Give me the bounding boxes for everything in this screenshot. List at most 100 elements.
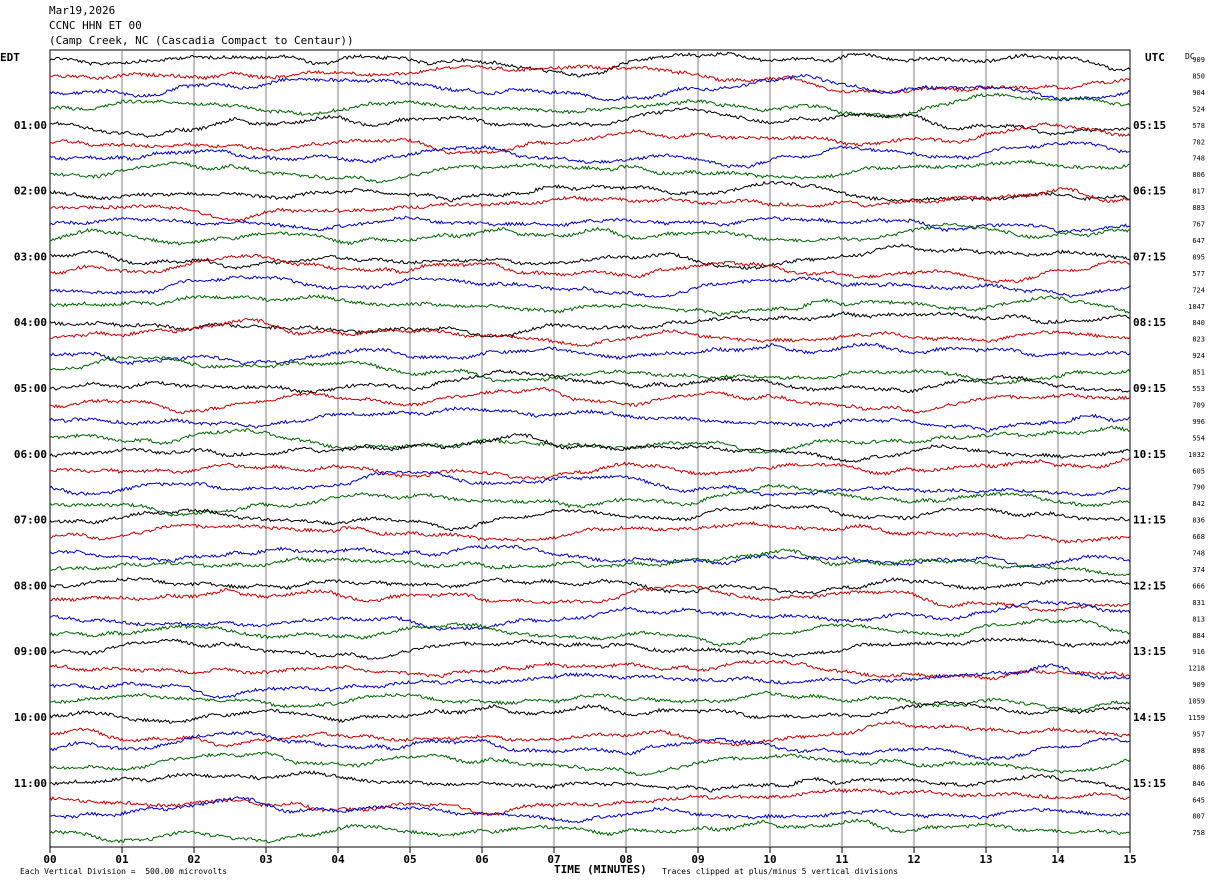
x-tick-label: 09 xyxy=(691,853,704,866)
seismic-trace xyxy=(49,355,1131,386)
utc-hour-label: 10:15 xyxy=(1133,448,1166,461)
dc-offset-label: 709 xyxy=(1192,401,1205,409)
edt-hour-label: 06:00 xyxy=(14,448,47,461)
clip-note: Traces clipped at plus/minus 5 vertical … xyxy=(662,867,899,876)
utc-hour-label: 14:15 xyxy=(1133,711,1166,724)
edt-hour-label: 07:00 xyxy=(14,514,47,527)
dc-offset-label: 647 xyxy=(1192,237,1205,245)
dc-offset-label: 895 xyxy=(1192,253,1205,261)
edt-hour-label: 04:00 xyxy=(14,316,47,329)
seismic-trace xyxy=(49,796,1131,824)
utc-hour-label: 06:15 xyxy=(1133,185,1166,198)
dc-offset-label: 605 xyxy=(1192,467,1205,475)
dc-label: DC xyxy=(1185,52,1195,61)
dc-offset-label: 846 xyxy=(1192,780,1205,788)
x-tick-label: 05 xyxy=(403,853,416,866)
seismic-trace xyxy=(49,751,1131,777)
dc-offset-label: 883 xyxy=(1192,204,1205,212)
dc-offset-label: 831 xyxy=(1192,599,1205,607)
dc-offset-label: 668 xyxy=(1192,533,1205,541)
seismic-trace xyxy=(49,637,1131,660)
dc-offset-label: 806 xyxy=(1192,171,1205,179)
dc-offset-label: 842 xyxy=(1192,500,1205,508)
x-tick-label: 12 xyxy=(907,853,920,866)
dc-offset-label: 767 xyxy=(1192,221,1205,229)
utc-hour-label: 13:15 xyxy=(1133,645,1166,658)
utc-hour-label: 12:15 xyxy=(1133,579,1166,592)
dc-offset-label: 909 xyxy=(1192,681,1205,689)
x-tick-label: 15 xyxy=(1123,853,1136,866)
x-tick-label: 07 xyxy=(547,853,560,866)
seismic-trace xyxy=(49,818,1131,844)
dc-offset-label: 904 xyxy=(1192,89,1205,97)
header-date: Mar19,2026 xyxy=(49,4,116,17)
seismic-trace xyxy=(49,186,1131,222)
seismic-trace xyxy=(49,92,1131,119)
edt-hour-label: 11:00 xyxy=(14,777,47,790)
dc-offset-label: 836 xyxy=(1192,517,1205,525)
seismic-trace xyxy=(49,51,1131,78)
dc-offset-label: 1159 xyxy=(1188,714,1205,722)
edt-hour-label: 10:00 xyxy=(14,711,47,724)
dc-offset-label: 554 xyxy=(1192,434,1205,442)
utc-axis-label: UTC xyxy=(1145,51,1165,64)
x-axis-title: TIME (MINUTES) xyxy=(554,863,647,876)
x-tick-label: 00 xyxy=(43,853,56,866)
dc-offset-label: 886 xyxy=(1192,763,1205,771)
x-tick-label: 01 xyxy=(115,853,129,866)
dc-offset-label: 851 xyxy=(1192,369,1205,377)
seismic-trace xyxy=(49,663,1131,699)
dc-offset-label: 524 xyxy=(1192,105,1205,113)
edt-axis-label: EDT xyxy=(0,51,20,64)
seismic-trace xyxy=(49,690,1131,712)
dc-offset-label: 748 xyxy=(1192,550,1205,558)
x-tick-label: 06 xyxy=(475,853,489,866)
seismic-trace xyxy=(49,275,1131,298)
seismic-trace xyxy=(49,730,1131,761)
seismic-trace xyxy=(49,141,1131,169)
seismic-trace xyxy=(49,342,1131,366)
x-tick-label: 02 xyxy=(187,853,200,866)
utc-hour-label: 09:15 xyxy=(1133,382,1166,395)
edt-hour-label: 09:00 xyxy=(14,645,47,658)
utc-hour-label: 07:15 xyxy=(1133,250,1166,263)
seismic-trace xyxy=(49,317,1131,347)
seismic-trace xyxy=(49,222,1131,246)
dc-offset-label: 884 xyxy=(1192,632,1205,640)
dc-offset-label: 813 xyxy=(1192,615,1205,623)
utc-hour-label: 11:15 xyxy=(1133,514,1166,527)
dc-offset-label: 1059 xyxy=(1188,698,1205,706)
x-tick-label: 13 xyxy=(979,853,992,866)
seismic-trace xyxy=(49,369,1131,395)
seismic-trace xyxy=(49,504,1131,532)
dc-offset-label: 996 xyxy=(1192,418,1205,426)
seismic-trace xyxy=(49,243,1131,270)
dc-offset-label: 577 xyxy=(1192,270,1205,278)
dc-offset-label: 807 xyxy=(1192,813,1205,821)
seismic-trace xyxy=(49,470,1131,497)
utc-hour-label: 15:15 xyxy=(1133,777,1166,790)
x-tick-label: 11 xyxy=(835,853,849,866)
dc-offset-label: 1032 xyxy=(1188,451,1205,459)
utc-hour-label: 08:15 xyxy=(1133,316,1166,329)
dc-offset-label: 1047 xyxy=(1188,303,1205,311)
seismic-trace xyxy=(49,425,1131,454)
seismic-trace xyxy=(49,159,1131,184)
dc-offset-label: 724 xyxy=(1192,286,1205,294)
seismic-trace xyxy=(49,544,1131,568)
dc-offset-label: 957 xyxy=(1192,730,1205,738)
seismic-trace xyxy=(49,121,1131,155)
dc-offset-label: 823 xyxy=(1192,336,1205,344)
seismic-trace xyxy=(49,787,1131,817)
edt-hour-label: 05:00 xyxy=(14,382,47,395)
x-tick-label: 14 xyxy=(1051,853,1065,866)
seismic-trace xyxy=(49,659,1131,681)
seismic-trace xyxy=(49,107,1131,139)
seismic-trace xyxy=(49,253,1131,284)
dc-offset-label: 916 xyxy=(1192,648,1205,656)
seismic-trace xyxy=(49,700,1131,724)
x-tick-label: 08 xyxy=(619,853,632,866)
seismic-trace xyxy=(49,584,1131,613)
edt-hour-label: 02:00 xyxy=(14,185,47,198)
